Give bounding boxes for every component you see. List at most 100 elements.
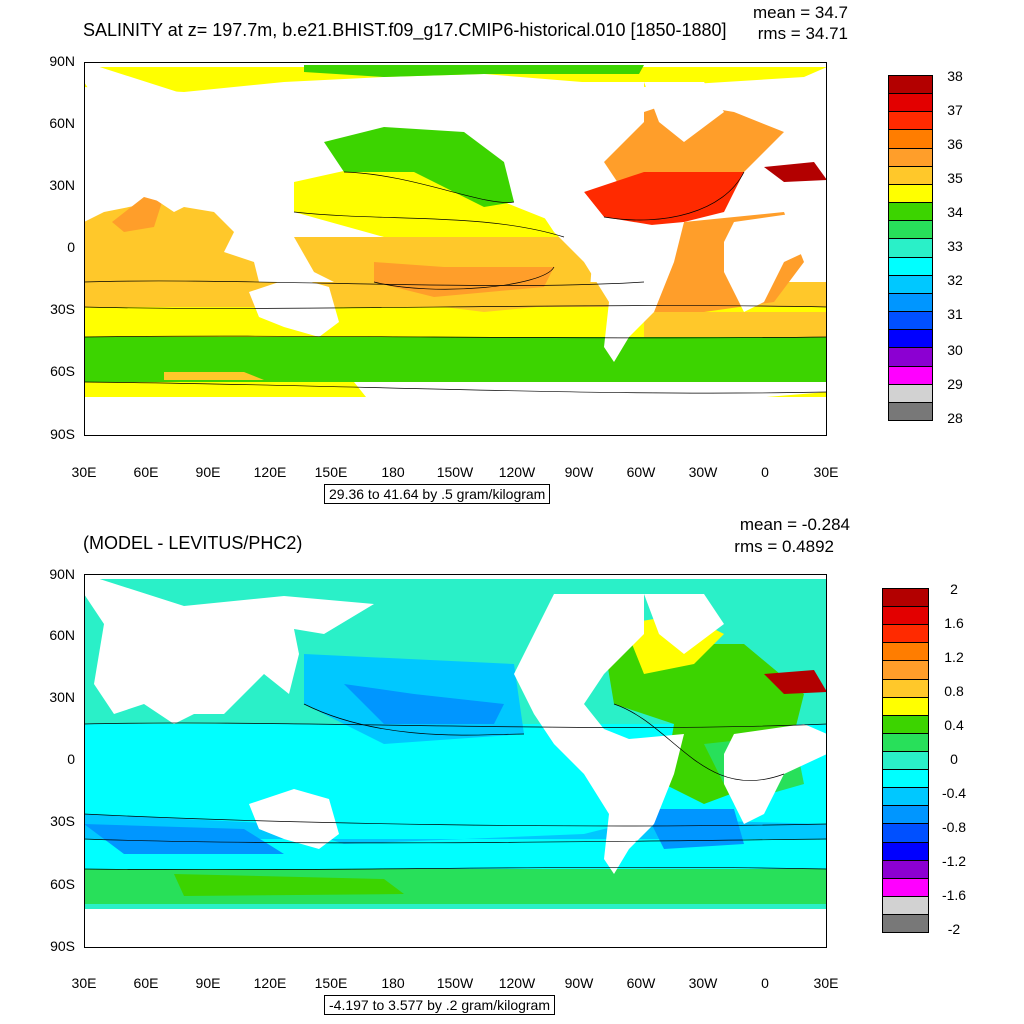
bottom-colorbar-label: -1.6 bbox=[941, 887, 967, 903]
bottom-land-africa bbox=[724, 724, 827, 824]
top-arabian-sea bbox=[112, 197, 162, 232]
bottom-colorbar-label: 1.6 bbox=[944, 615, 964, 631]
top-lon-label: 60E bbox=[133, 464, 159, 480]
top-rms-stat: rms = 34.71 bbox=[757, 24, 848, 43]
colorbar-swatch bbox=[883, 895, 928, 914]
colorbar-swatch bbox=[889, 292, 932, 312]
top-atlantic-south bbox=[644, 312, 827, 337]
top-atlantic-red bbox=[584, 172, 744, 227]
colorbar-swatch bbox=[883, 859, 928, 878]
bottom-colorbar-label: 0.4 bbox=[944, 717, 964, 733]
bottom-colorbar-label: -0.4 bbox=[941, 785, 967, 801]
top-lon-label: 0 bbox=[761, 464, 769, 480]
bottom-colorbar-label: 0 bbox=[950, 751, 958, 767]
colorbar-swatch bbox=[889, 401, 932, 420]
bottom-colorbar-label: -1.2 bbox=[941, 853, 967, 869]
bottom-lon-label: 60E bbox=[133, 975, 159, 991]
bottom-land-eurasia bbox=[84, 574, 374, 724]
bottom-lat-label: 90N bbox=[49, 566, 75, 582]
colorbar-swatch bbox=[889, 311, 932, 330]
top-colorbar-label: 33 bbox=[947, 238, 963, 254]
bottom-antarctic-band bbox=[174, 874, 404, 896]
top-lon-label: 30E bbox=[813, 464, 839, 480]
colorbar-swatch bbox=[889, 329, 932, 348]
colorbar-swatch bbox=[883, 696, 928, 715]
top-colorbar-label: 31 bbox=[947, 306, 963, 322]
colorbar-swatch bbox=[883, 805, 928, 824]
colorbar-swatch bbox=[889, 347, 932, 366]
top-colorbar-label: 38 bbox=[947, 68, 963, 84]
top-band-antarctic-orange bbox=[164, 372, 264, 380]
top-lon-label: 30E bbox=[71, 464, 97, 480]
bottom-lat-label: 60N bbox=[49, 627, 75, 643]
top-land-americas bbox=[514, 82, 684, 362]
top-map-frame bbox=[84, 62, 827, 436]
bottom-mean-stat: mean = -0.284 bbox=[739, 515, 850, 534]
colorbar-swatch bbox=[883, 678, 928, 697]
top-colorbar-label: 34 bbox=[947, 204, 963, 220]
bottom-lat-label: 0 bbox=[67, 751, 75, 767]
bottom-lon-label: 60W bbox=[626, 975, 656, 991]
colorbar-swatch bbox=[883, 750, 928, 770]
top-pacific-north-yellow bbox=[294, 162, 564, 237]
bottom-lon-label: 30E bbox=[71, 975, 97, 991]
bottom-lon-label: 30E bbox=[813, 975, 839, 991]
colorbar-swatch bbox=[889, 274, 932, 293]
colorbar-swatch bbox=[883, 714, 928, 733]
bottom-colorbar-label: 0.8 bbox=[944, 683, 964, 699]
bottom-lat-label: 30S bbox=[50, 813, 75, 829]
colorbar-swatch bbox=[889, 183, 932, 203]
top-colorbar-label: 32 bbox=[947, 272, 963, 288]
bottom-land-australia bbox=[249, 789, 339, 849]
colorbar-swatch bbox=[889, 129, 932, 148]
top-arctic-green bbox=[304, 65, 644, 77]
colorbar-swatch bbox=[883, 642, 928, 661]
bottom-colorbar-label: 1.2 bbox=[944, 649, 964, 665]
colorbar-swatch bbox=[889, 111, 932, 130]
colorbar-swatch bbox=[889, 93, 932, 112]
colorbar-swatch bbox=[883, 606, 928, 625]
bottom-lon-label: 150W bbox=[436, 975, 474, 991]
top-lat-label: 90S bbox=[50, 426, 75, 442]
top-lat-label: 90N bbox=[49, 53, 75, 69]
bottom-range-box: -4.197 to 3.577 by .2 gram/kilogram bbox=[324, 995, 556, 1015]
top-pacific-north-green bbox=[324, 127, 514, 207]
colorbar-swatch bbox=[889, 365, 932, 384]
top-lon-label: 30W bbox=[688, 464, 718, 480]
colorbar-swatch bbox=[889, 238, 932, 257]
bottom-south-atlantic-blue bbox=[644, 809, 744, 849]
bottom-mediterranean bbox=[764, 670, 827, 694]
top-lon-label: 120E bbox=[253, 464, 287, 480]
bottom-rms-stat: rms = 0.4892 bbox=[734, 537, 834, 556]
colorbar-swatch bbox=[883, 624, 928, 643]
bottom-lat-label: 30N bbox=[49, 689, 75, 705]
bottom-land-greenland bbox=[644, 594, 724, 654]
bottom-lon-label: 120E bbox=[253, 975, 287, 991]
top-band-southern-green bbox=[84, 337, 827, 382]
bottom-lon-label: 0 bbox=[761, 975, 769, 991]
colorbar-swatch bbox=[883, 913, 928, 933]
colorbar-swatch bbox=[883, 877, 928, 896]
bottom-lat-label: 90S bbox=[50, 938, 75, 954]
top-colorbar-label: 30 bbox=[947, 342, 963, 358]
colorbar-swatch bbox=[889, 256, 932, 275]
bottom-pacific-darkblue bbox=[344, 684, 504, 724]
bottom-land-antarctica bbox=[84, 909, 827, 948]
bottom-lon-label: 30W bbox=[688, 975, 718, 991]
top-lon-label: 60W bbox=[626, 464, 656, 480]
top-lat-label: 30N bbox=[49, 177, 75, 193]
top-lat-label: 60S bbox=[50, 363, 75, 379]
bottom-map-frame bbox=[84, 574, 827, 948]
bottom-lon-label: 120W bbox=[498, 975, 536, 991]
bottom-colorbar-label: -2 bbox=[947, 921, 961, 937]
top-land-australia bbox=[249, 277, 339, 337]
colorbar-swatch bbox=[883, 660, 928, 679]
colorbar-swatch bbox=[889, 202, 932, 221]
colorbar-swatch bbox=[889, 147, 932, 166]
top-colorbar-label: 36 bbox=[947, 136, 963, 152]
top-land-antarctica bbox=[84, 397, 827, 436]
top-lon-label: 150E bbox=[314, 464, 348, 480]
bottom-difference-map bbox=[84, 574, 827, 948]
top-lon-label: 90W bbox=[564, 464, 594, 480]
bottom-colorbar bbox=[882, 588, 929, 933]
